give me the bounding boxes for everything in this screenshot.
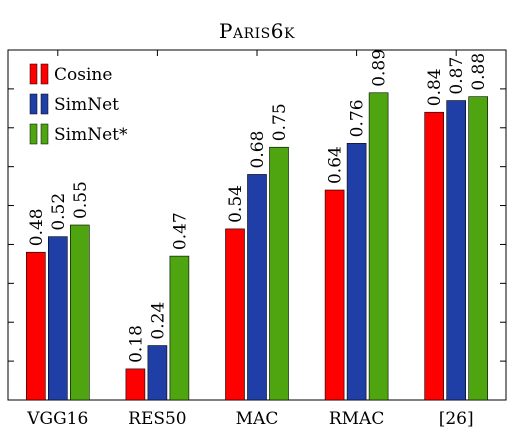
data-label: 0.76 [348,99,368,137]
data-label: 0.54 [226,185,246,223]
legend-label: SimNet [54,95,119,115]
bar-cosine-rmac [324,189,345,401]
bar-simnet-rmac [346,143,367,401]
chart-title: Paris6k [219,19,295,43]
data-label: 0.75 [270,103,290,141]
data-label: 0.48 [27,208,47,246]
bar-simnet-26 [468,96,489,401]
legend-swatch [40,63,49,85]
bars-group [25,92,489,401]
data-label: 0.88 [469,53,489,91]
bar-simnet-mac [247,174,267,401]
x-tick-label: RES50 [128,409,187,429]
x-tick-label: [26] [439,409,474,429]
legend-swatch [40,123,49,145]
data-label: 0.55 [71,181,91,219]
x-axis-labels: VGG16 RES50 MAC RMAC [26] [26,409,473,429]
legend-label: SimNet* [54,125,128,145]
x-tick-label: RMAC [329,409,385,429]
data-labels-group: 0.48 0.52 0.55 0.180.24 0.47 0.540.680.75 0.64… [27,49,489,363]
bar-simnet-26 [446,100,467,401]
data-label: 0.68 [248,131,268,169]
legend-label: Cosine [54,65,112,85]
bar-cosine-26 [424,111,445,401]
bar-simnet-rmac [368,92,389,401]
legend-swatch [29,93,38,115]
data-label: 0.18 [126,325,146,363]
data-label: 0.52 [49,193,69,231]
data-label: 0.84 [425,68,445,106]
bar-simnet-res50 [147,345,168,401]
legend-swatch [40,93,49,115]
legend-swatch [29,123,38,145]
legend-swatch [29,63,38,85]
bar-cosine-mac [225,228,245,401]
bar-simnet-vgg16 [47,236,68,401]
data-label: 0.47 [170,212,190,250]
bar-simnet-res50 [169,255,190,401]
bar-cosine-res50 [125,368,146,401]
data-label: 0.24 [148,302,168,340]
x-tick-label: VGG16 [26,409,88,429]
legend: Cosine SimNet SimNet* [29,63,128,145]
data-label: 0.64 [326,146,346,184]
data-label: 0.87 [447,57,467,95]
x-tick-label: MAC [236,409,279,429]
bar-simnet-vgg16 [70,224,90,401]
bar-simnet-mac [269,146,289,401]
bar-cosine-vgg16 [25,251,46,401]
data-label: 0.89 [370,49,390,87]
